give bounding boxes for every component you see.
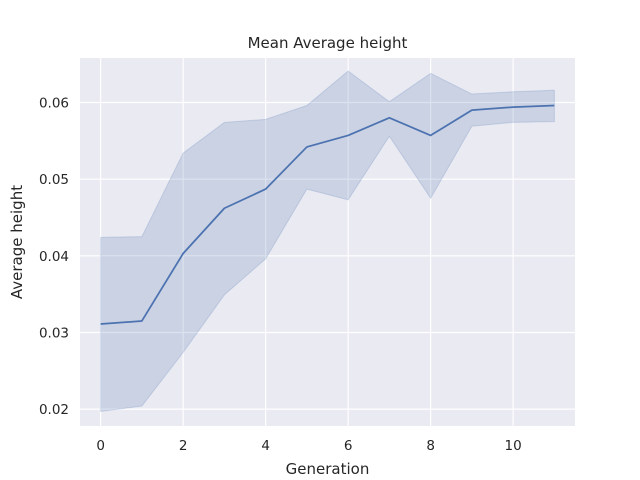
y-tick-label: 0.06	[39, 95, 69, 111]
chart-title: Mean Average height	[248, 34, 408, 52]
x-tick-label: 8	[426, 438, 435, 454]
plot-background	[80, 58, 575, 426]
grid	[80, 58, 575, 426]
y-axis-ticks: 0.02 0.03 0.04 0.05 0.06	[39, 95, 69, 418]
x-tick-label: 2	[179, 438, 188, 454]
series-line	[100, 104, 555, 325]
x-axis-label: Generation	[286, 460, 370, 478]
x-tick-label: 10	[505, 438, 522, 454]
x-tick-label: 0	[96, 438, 105, 454]
y-tick-label: 0.03	[39, 325, 69, 341]
x-tick-label: 4	[261, 438, 270, 454]
y-tick-label: 0.05	[39, 172, 69, 188]
y-tick-label: 0.02	[39, 402, 69, 418]
x-tick-label: 6	[344, 438, 353, 454]
x-axis-ticks: 0 2 4 6 8 10	[96, 438, 521, 454]
y-axis-label: Average height	[8, 185, 26, 299]
confidence-band	[100, 70, 555, 413]
y-tick-label: 0.04	[39, 249, 69, 265]
